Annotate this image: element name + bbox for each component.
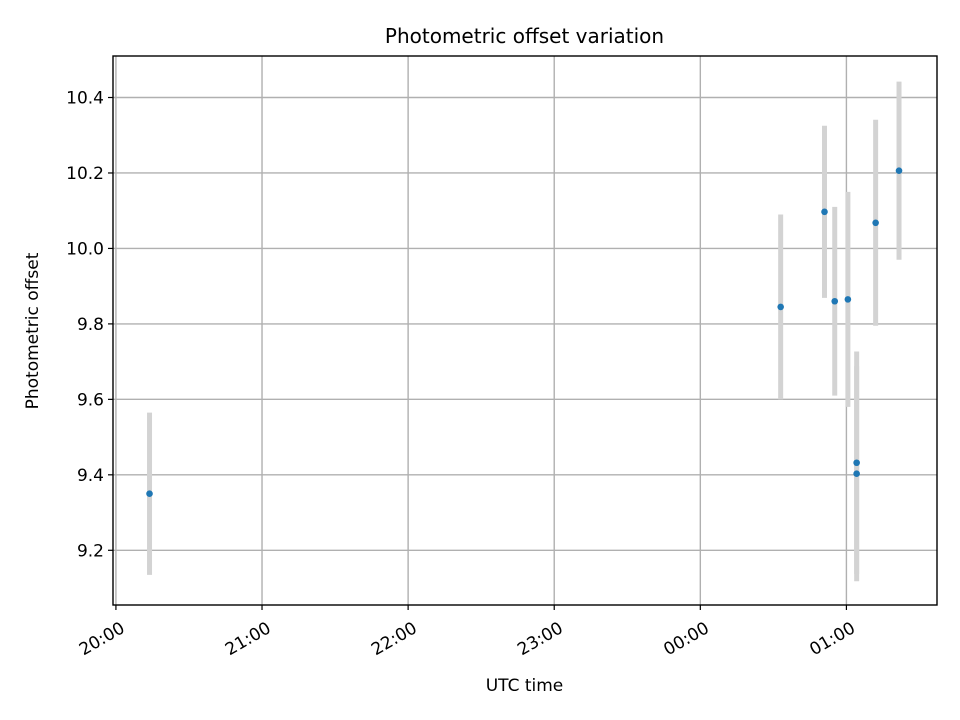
chart-title: Photometric offset variation [385,24,664,48]
y-tick-label: 9.2 [77,541,104,561]
data-point [853,459,860,467]
data-points [146,167,903,497]
data-point [146,490,153,497]
data-point [777,303,784,311]
y-axis-title: Photometric offset [23,252,43,409]
y-tick-label: 9.8 [77,315,104,335]
y-tick-label: 10.2 [66,164,104,184]
y-tick-label: 10.4 [66,89,104,109]
y-tick-label: 10.0 [66,239,104,259]
y-axis: 9.2 9.4 9.6 9.8 10.0 10.2 10.4 [66,89,113,561]
y-tick-label: 9.6 [77,390,104,410]
plot-frame [112,55,938,606]
data-point [895,167,903,175]
data-point [853,470,860,477]
data-point [821,208,828,216]
data-point [844,296,852,303]
x-axis-title: UTC time [486,676,564,696]
data-point [831,297,839,305]
data-point [872,219,879,227]
y-tick-label: 9.4 [77,466,104,486]
